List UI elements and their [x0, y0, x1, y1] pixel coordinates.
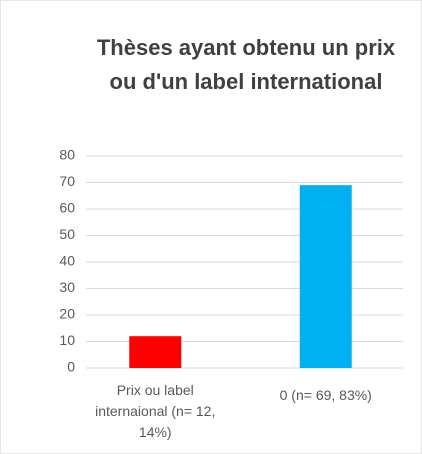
chart-title: Thèses ayant obtenu un prix ou d'un labe…	[96, 35, 396, 94]
x-tick-label: Prix ou label internaional (n= 12, 14%)	[95, 382, 216, 440]
x-tick-label: 0 (n= 69, 83%)	[279, 387, 372, 403]
y-tick-label: 40	[59, 253, 75, 269]
y-tick-label: 50	[59, 226, 75, 242]
y-tick-label: 30	[59, 279, 75, 295]
y-tick-label: 10	[59, 332, 75, 348]
bar	[129, 336, 182, 368]
y-tick-label: 80	[59, 147, 75, 163]
y-tick-label: 70	[59, 173, 75, 189]
y-tick-label: 0	[67, 359, 75, 375]
bar	[299, 185, 352, 368]
y-tick-label: 60	[59, 200, 75, 216]
y-tick-label: 20	[59, 306, 75, 322]
